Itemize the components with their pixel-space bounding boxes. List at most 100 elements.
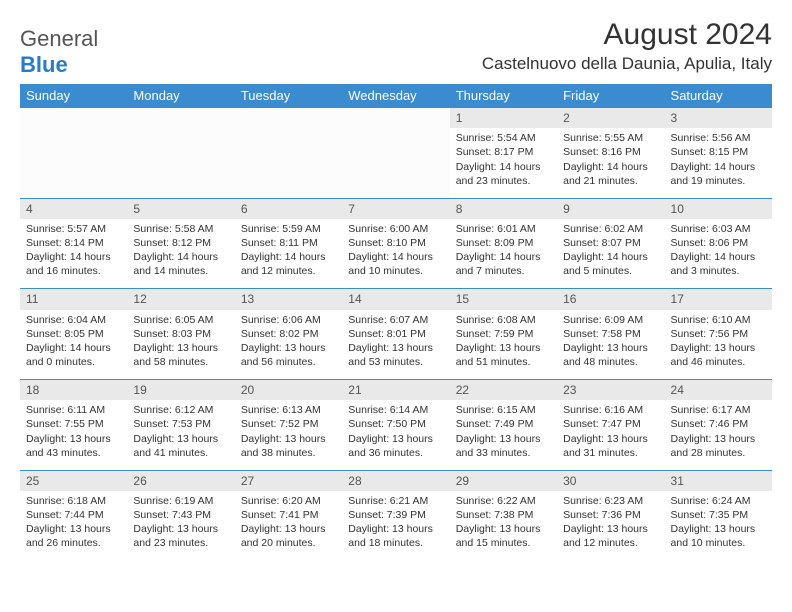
day-content-cell: Sunrise: 6:13 AMSunset: 7:52 PMDaylight:…	[235, 400, 342, 470]
day-header: Friday	[557, 84, 664, 108]
sun-info-line: and 23 minutes.	[456, 174, 551, 188]
day-content-cell: Sunrise: 6:23 AMSunset: 7:36 PMDaylight:…	[557, 491, 664, 561]
day-content-cell: Sunrise: 6:19 AMSunset: 7:43 PMDaylight:…	[127, 491, 234, 561]
page-header: General Blue August 2024 Castelnuovo del…	[20, 18, 772, 78]
sun-info-line: and 46 minutes.	[671, 355, 766, 369]
day-content-cell: Sunrise: 6:02 AMSunset: 8:07 PMDaylight:…	[557, 219, 664, 289]
sun-info-line: Sunrise: 6:02 AM	[563, 222, 658, 236]
sun-info-line: Daylight: 13 hours	[26, 522, 121, 536]
title-block: August 2024 Castelnuovo della Daunia, Ap…	[482, 18, 772, 74]
day-number-cell	[127, 108, 234, 129]
day-number-cell	[235, 108, 342, 129]
day-number-cell: 14	[342, 289, 449, 310]
sun-info-line: Sunset: 7:41 PM	[241, 508, 336, 522]
sun-info-line: Daylight: 14 hours	[456, 250, 551, 264]
day-number-cell: 17	[665, 289, 772, 310]
sun-info-line: and 12 minutes.	[241, 264, 336, 278]
sun-info-line: Sunrise: 5:56 AM	[671, 131, 766, 145]
sun-info-line: Sunset: 7:47 PM	[563, 417, 658, 431]
day-number-cell: 20	[235, 380, 342, 401]
sun-info-line: and 51 minutes.	[456, 355, 551, 369]
sun-info-line: and 56 minutes.	[241, 355, 336, 369]
sun-info-line: Sunrise: 6:04 AM	[26, 313, 121, 327]
sun-info-line: Sunrise: 6:16 AM	[563, 403, 658, 417]
sun-info-line: and 48 minutes.	[563, 355, 658, 369]
day-number-cell: 1	[450, 108, 557, 129]
day-number-row: 11121314151617	[20, 289, 772, 310]
sun-info-line: Sunrise: 6:14 AM	[348, 403, 443, 417]
day-number-cell: 21	[342, 380, 449, 401]
sun-info-line: Daylight: 13 hours	[26, 432, 121, 446]
day-content-cell: Sunrise: 6:03 AMSunset: 8:06 PMDaylight:…	[665, 219, 772, 289]
sun-info-line: Daylight: 14 hours	[671, 160, 766, 174]
sun-info-line: Sunset: 8:10 PM	[348, 236, 443, 250]
sun-info-line: Sunrise: 5:55 AM	[563, 131, 658, 145]
sun-info-line: Sunrise: 6:12 AM	[133, 403, 228, 417]
day-content-cell: Sunrise: 6:07 AMSunset: 8:01 PMDaylight:…	[342, 310, 449, 380]
sun-info-line: Sunrise: 6:10 AM	[671, 313, 766, 327]
sun-info-line: Sunset: 7:43 PM	[133, 508, 228, 522]
sun-info-line: Daylight: 14 hours	[26, 250, 121, 264]
sun-info-line: Sunrise: 6:01 AM	[456, 222, 551, 236]
day-content-cell: Sunrise: 5:55 AMSunset: 8:16 PMDaylight:…	[557, 128, 664, 198]
logo-text: General Blue	[20, 26, 100, 78]
sun-info-line: and 7 minutes.	[456, 264, 551, 278]
sun-info-line: Daylight: 14 hours	[563, 160, 658, 174]
sun-info-line: Sunrise: 6:06 AM	[241, 313, 336, 327]
day-header: Wednesday	[342, 84, 449, 108]
sun-info-line: Sunset: 8:07 PM	[563, 236, 658, 250]
day-number-cell: 15	[450, 289, 557, 310]
day-number-cell: 2	[557, 108, 664, 129]
day-number-cell: 22	[450, 380, 557, 401]
sun-info-line: and 36 minutes.	[348, 446, 443, 460]
sun-info-line: Sunrise: 5:59 AM	[241, 222, 336, 236]
sun-info-line: Daylight: 13 hours	[563, 432, 658, 446]
day-number-cell: 19	[127, 380, 234, 401]
day-content-cell: Sunrise: 5:59 AMSunset: 8:11 PMDaylight:…	[235, 219, 342, 289]
day-number-cell: 5	[127, 198, 234, 219]
day-content-row: Sunrise: 6:04 AMSunset: 8:05 PM Daylight:…	[20, 310, 772, 380]
day-content-cell	[342, 128, 449, 198]
sun-info-line: Sunrise: 6:08 AM	[456, 313, 551, 327]
sun-info-line: Daylight: 13 hours	[348, 432, 443, 446]
day-number-row: 45678910	[20, 198, 772, 219]
day-content-cell	[20, 128, 127, 198]
sun-info-line: Daylight: 14 hours	[348, 250, 443, 264]
day-content-cell: Sunrise: 6:04 AMSunset: 8:05 PMDaylight:…	[20, 310, 127, 380]
sun-info-line: Daylight: 13 hours	[563, 341, 658, 355]
day-number-cell: 13	[235, 289, 342, 310]
day-content-cell	[127, 128, 234, 198]
day-number-cell: 6	[235, 198, 342, 219]
day-header: Tuesday	[235, 84, 342, 108]
day-number-cell: 12	[127, 289, 234, 310]
sun-info-line: Sunrise: 6:15 AM	[456, 403, 551, 417]
sun-info-line: Sunrise: 6:24 AM	[671, 494, 766, 508]
day-number-cell: 24	[665, 380, 772, 401]
sun-info-line: Daylight: 13 hours	[671, 341, 766, 355]
sun-info-line: and 15 minutes.	[456, 536, 551, 550]
sun-info-line: and 28 minutes.	[671, 446, 766, 460]
sun-info-line: Sunset: 7:44 PM	[26, 508, 121, 522]
sun-info-line: and 19 minutes.	[671, 174, 766, 188]
sun-info-line: Sunset: 7:39 PM	[348, 508, 443, 522]
sun-info-line: and 0 minutes.	[26, 355, 121, 369]
sun-info-line: Sunset: 8:05 PM	[26, 327, 121, 341]
sun-info-line: Sunrise: 5:54 AM	[456, 131, 551, 145]
day-number-cell: 29	[450, 470, 557, 491]
day-number-cell: 7	[342, 198, 449, 219]
sun-info-line: and 53 minutes.	[348, 355, 443, 369]
sun-info-line: Daylight: 13 hours	[133, 341, 228, 355]
sun-info-line: and 3 minutes.	[671, 264, 766, 278]
sun-info-line: Daylight: 13 hours	[671, 432, 766, 446]
day-content-cell: Sunrise: 6:01 AMSunset: 8:09 PMDaylight:…	[450, 219, 557, 289]
sun-info-line: Sunrise: 5:57 AM	[26, 222, 121, 236]
sun-info-line: Sunrise: 6:11 AM	[26, 403, 121, 417]
sun-info-line: Sunset: 8:02 PM	[241, 327, 336, 341]
sun-info-line: Daylight: 13 hours	[133, 432, 228, 446]
sun-info-line: Sunrise: 6:03 AM	[671, 222, 766, 236]
day-number-cell: 23	[557, 380, 664, 401]
sun-info-line: Daylight: 14 hours	[671, 250, 766, 264]
sun-info-line: Sunrise: 6:20 AM	[241, 494, 336, 508]
day-content-cell: Sunrise: 6:00 AMSunset: 8:10 PMDaylight:…	[342, 219, 449, 289]
logo-word-2: Blue	[20, 52, 68, 77]
